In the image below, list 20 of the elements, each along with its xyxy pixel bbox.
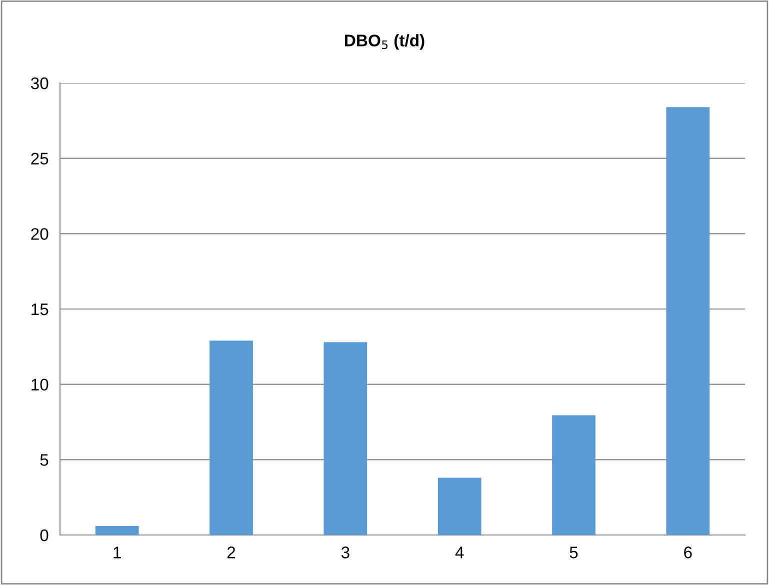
x-tick-label: 6 xyxy=(684,546,692,558)
y-tick-label: 10 xyxy=(32,378,48,391)
bar xyxy=(666,107,710,535)
x-tick-label: 3 xyxy=(341,546,350,558)
x-tick-label: 5 xyxy=(570,546,578,558)
y-tick-label: 20 xyxy=(31,228,48,240)
x-tick-label: 1 xyxy=(114,546,121,558)
y-tick-label: 0 xyxy=(40,529,48,542)
y-tick-label: 5 xyxy=(40,454,48,466)
bar xyxy=(95,526,139,535)
x-tick-label: 4 xyxy=(455,546,464,558)
y-tick-label: 15 xyxy=(32,304,48,316)
chart-title: DBO$_{5}$ (t/d) xyxy=(345,34,424,50)
bar xyxy=(210,340,253,535)
y-tick-label: 30 xyxy=(30,77,48,90)
y-tick-label: 25 xyxy=(31,152,48,165)
bar xyxy=(438,478,482,535)
x-tick-label: 2 xyxy=(227,546,236,558)
bar xyxy=(324,342,368,535)
bar xyxy=(552,415,596,535)
